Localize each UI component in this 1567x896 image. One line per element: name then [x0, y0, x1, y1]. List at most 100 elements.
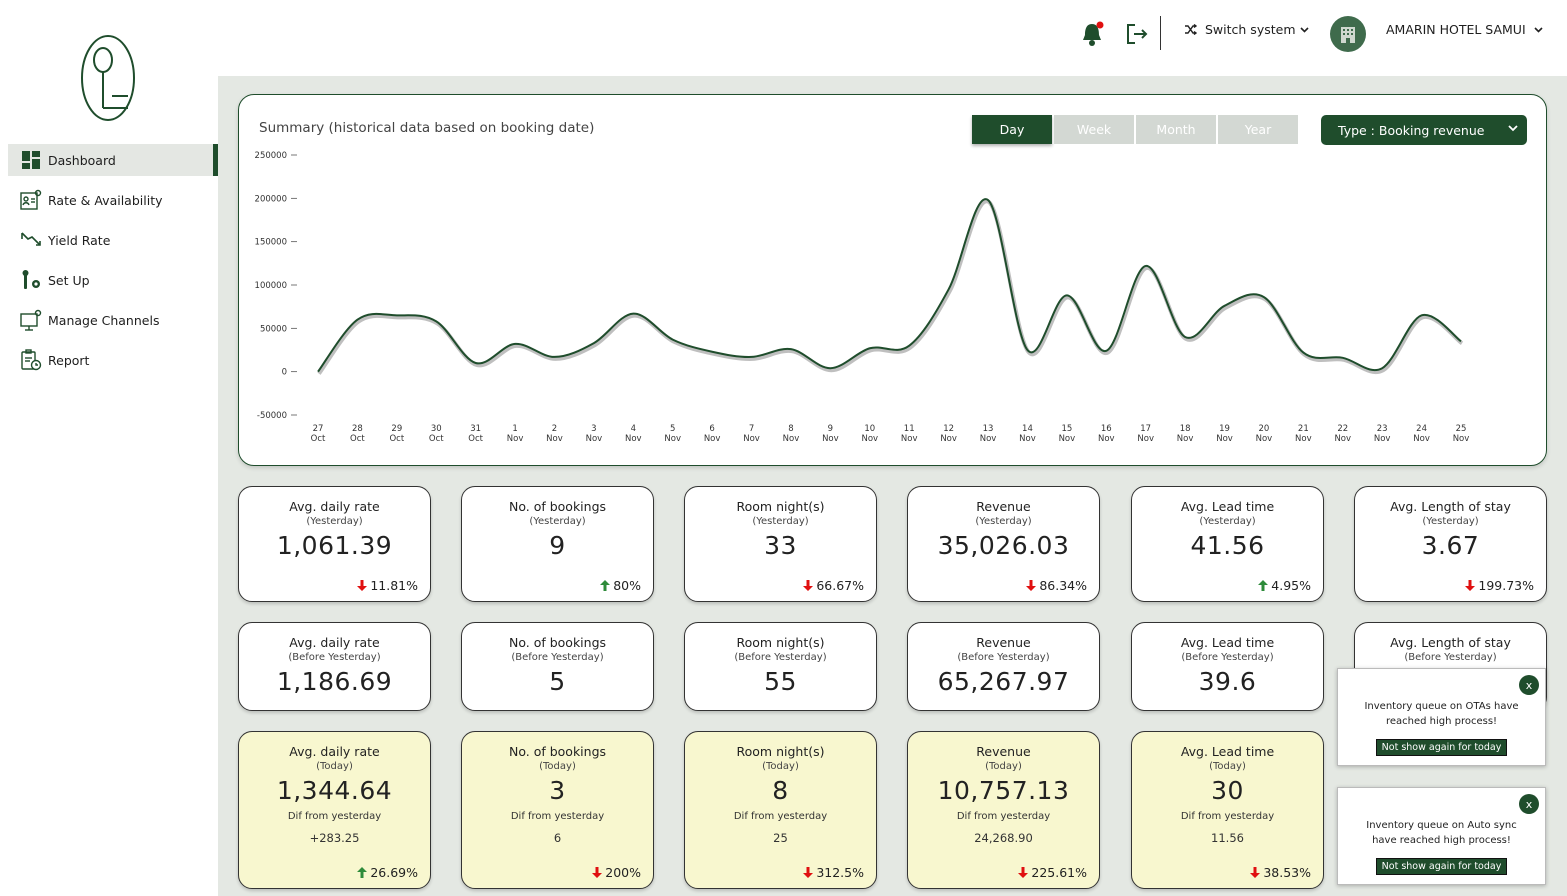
line-chart: 250000200000150000100000500000-5000027Oc… [255, 151, 1470, 444]
x-tick-month: Nov [901, 434, 918, 444]
x-tick-month: Nov [1216, 434, 1233, 444]
card-value: 3 [549, 776, 566, 805]
card-diff-label: Dif from yesterday [287, 811, 382, 822]
y-tick-label: 100000 [255, 281, 287, 291]
x-tick-day: 3 [591, 424, 596, 434]
stat-card: Revenue (Yesterday) 35,026.03 86.34% [907, 486, 1100, 602]
card-title: No. of bookings [508, 635, 607, 650]
x-tick-day: 27 [313, 424, 324, 434]
tab-month[interactable]: Month [1136, 115, 1216, 144]
close-icon[interactable]: x [1519, 675, 1539, 695]
sidebar-item-yield-rate[interactable]: Yield Rate [8, 224, 218, 256]
hotel-avatar[interactable] [1330, 16, 1366, 52]
sidebar-item-label: Dashboard [48, 152, 116, 168]
card-diff-value: 25 [773, 831, 788, 845]
card-change: 86.34% [1026, 578, 1087, 593]
card-change-value: 312.5% [816, 865, 864, 880]
stat-card: Avg. daily rate (Today) 1,344.64 Dif from y… [238, 731, 431, 889]
summary-chart-card: Summary (historical data based on bookin… [238, 94, 1547, 466]
card-value: 39.6 [1198, 667, 1257, 696]
header-divider [1160, 16, 1161, 50]
yield-rate-icon [20, 229, 42, 251]
card-period: (Yesterday) [975, 516, 1032, 527]
hotel-selector[interactable]: AMARIN HOTEL SAMUI [1386, 22, 1543, 37]
x-tick-day: 8 [788, 424, 793, 434]
x-tick-month: Oct [468, 434, 483, 444]
card-period: (Today) [316, 761, 353, 772]
arrow-down-icon [1250, 867, 1261, 878]
report-icon [20, 349, 42, 371]
card-period: (Before Yesterday) [957, 652, 1050, 663]
arrow-down-icon [1465, 580, 1476, 591]
switch-system-label: Switch system [1205, 22, 1296, 37]
arrow-down-icon [592, 867, 603, 878]
x-tick-month: Nov [1059, 434, 1076, 444]
card-change: 11.81% [357, 578, 418, 593]
card-value: 9 [549, 531, 566, 560]
card-change: 38.53% [1250, 865, 1311, 880]
card-title: Avg. Length of stay [1390, 635, 1511, 650]
notification-bell-icon[interactable] [1080, 20, 1106, 48]
card-period: (Today) [985, 761, 1022, 772]
tab-day[interactable]: Day [972, 115, 1052, 144]
card-title: Avg. daily rate [289, 635, 380, 650]
y-tick-label: 0 [282, 368, 287, 378]
not-show-again-button[interactable]: Not show again for today [1375, 739, 1508, 756]
x-tick-month: Oct [389, 434, 404, 444]
card-period: (Before Yesterday) [734, 652, 827, 663]
sidebar-item-report[interactable]: Report [8, 344, 218, 376]
x-tick-month: Nov [1334, 434, 1351, 444]
card-period: (Today) [1209, 761, 1246, 772]
x-tick-day: 21 [1298, 424, 1309, 434]
shuffle-icon [1185, 24, 1197, 35]
x-tick-day: 30 [431, 424, 442, 434]
stat-card: No. of bookings (Today) 3 Dif from yesterda… [461, 731, 654, 889]
brand-logo [81, 35, 135, 121]
sidebar-item-dashboard[interactable]: Dashboard [8, 144, 218, 176]
main-content: Summary (historical data based on bookin… [218, 76, 1567, 896]
type-select[interactable]: Type : Booking revenue [1321, 115, 1527, 145]
sidebar-item-label: Set Up [48, 272, 90, 288]
card-value: 10,757.13 [937, 776, 1070, 805]
tab-week[interactable]: Week [1054, 115, 1134, 144]
y-tick-label: 150000 [255, 238, 287, 248]
card-diff-label: Dif from yesterday [733, 811, 828, 822]
card-diff-value: 6 [553, 831, 562, 845]
sidebar-item-setup[interactable]: Set Up [8, 264, 218, 296]
series-line [317, 198, 1462, 373]
x-tick-month: Nov [1137, 434, 1154, 444]
x-tick-day: 22 [1337, 424, 1348, 434]
card-diff-value: 24,268.90 [974, 831, 1033, 845]
not-show-again-button[interactable]: Not show again for today [1375, 858, 1508, 875]
toast-message: Inventory queue on Auto sync have reache… [1366, 820, 1517, 846]
arrow-down-icon [357, 580, 368, 591]
tab-year[interactable]: Year [1218, 115, 1298, 144]
stat-card: No. of bookings (Before Yesterday) 5 [461, 622, 654, 711]
card-period: (Yesterday) [529, 516, 586, 527]
card-value: 41.56 [1190, 531, 1265, 560]
close-icon[interactable]: x [1519, 794, 1539, 814]
x-tick-month: Oct [429, 434, 444, 444]
card-title: Avg. Lead time [1180, 499, 1275, 514]
x-tick-month: Nov [1019, 434, 1036, 444]
card-change: 66.67% [803, 578, 864, 593]
stat-card: Avg. daily rate (Before Yesterday) 1,186.6… [238, 622, 431, 711]
card-value: 55 [764, 667, 797, 696]
sidebar-item-rate-availability[interactable]: Rate & Availability [8, 184, 218, 216]
card-diff-value: +283.25 [309, 831, 360, 845]
stat-card: No. of bookings (Yesterday) 9 80% [461, 486, 654, 602]
switch-system-dropdown[interactable]: Switch system [1184, 22, 1317, 37]
card-title: Room night(s) [736, 744, 825, 759]
logout-icon[interactable] [1125, 22, 1149, 46]
sidebar-item-manage-channels[interactable]: Manage Channels [8, 304, 218, 336]
card-period: (Yesterday) [752, 516, 809, 527]
card-value: 5 [549, 667, 566, 696]
x-tick-day: 12 [943, 424, 954, 434]
series-line-shadow [317, 199, 1464, 375]
stat-card: Room night(s) (Yesterday) 33 66.67% [684, 486, 877, 602]
card-period: (Today) [539, 761, 576, 772]
stat-card: Revenue (Before Yesterday) 65,267.97 [907, 622, 1100, 711]
y-tick-label: 200000 [255, 194, 287, 204]
card-change-value: 38.53% [1263, 865, 1311, 880]
x-tick-day: 1 [512, 424, 517, 434]
